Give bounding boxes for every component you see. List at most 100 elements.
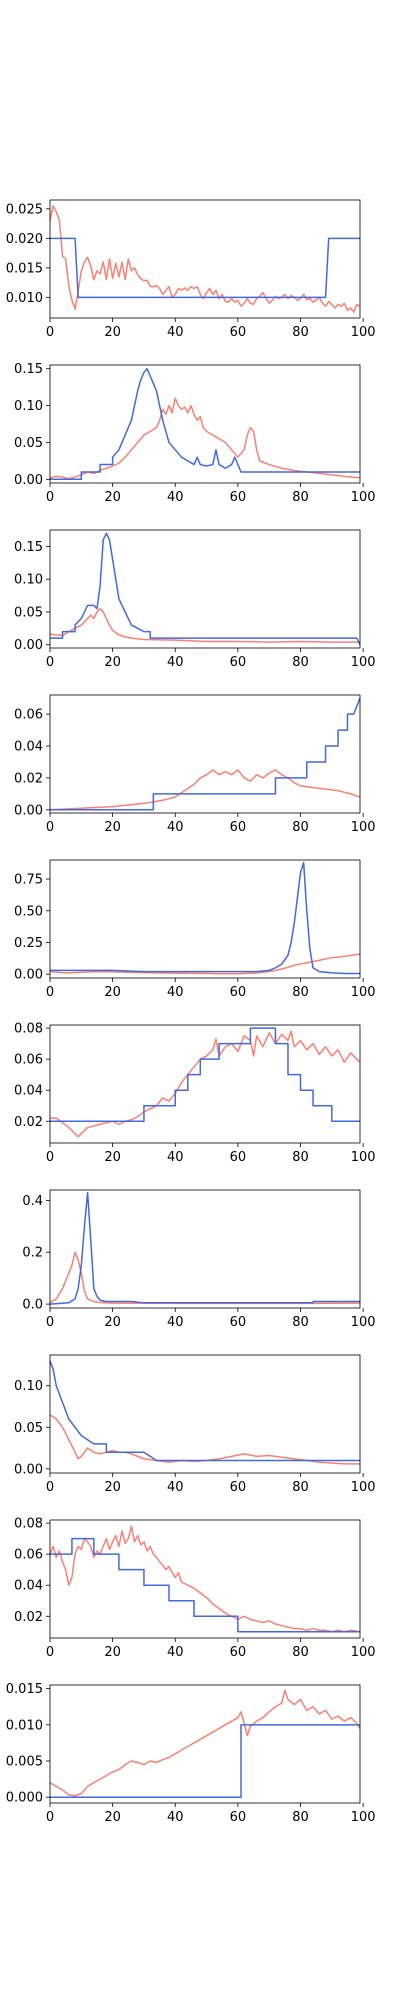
x-tick-label: 80 xyxy=(292,1645,309,1660)
y-tick-label: 0.25 xyxy=(14,936,43,951)
y-tick-label: 0.08 xyxy=(14,1022,43,1037)
x-tick-label: 20 xyxy=(104,325,121,340)
x-tick-label: 100 xyxy=(351,655,376,670)
x-tick-label: 100 xyxy=(351,1150,376,1165)
x-tick-label: 100 xyxy=(351,1315,376,1330)
y-tick-label: 0.04 xyxy=(14,1579,43,1594)
x-tick-label: 20 xyxy=(104,820,121,835)
subplot-10: 0 20 40 60 80 100 0.000 0.005 0.010 0.015 xyxy=(6,1682,376,1825)
y-tick-label: 0.015 xyxy=(6,261,43,276)
y-tick-label: 0.05 xyxy=(14,436,43,451)
y-tick-label: 0.06 xyxy=(14,1053,43,1068)
x-tick-label: 60 xyxy=(230,1480,247,1495)
x-tick-label: 0 xyxy=(46,655,54,670)
x-tick-label: 100 xyxy=(351,1810,376,1825)
y-tick-label: 0.04 xyxy=(14,1084,43,1099)
x-tick-label: 0 xyxy=(46,490,54,505)
x-tick-label: 80 xyxy=(292,655,309,670)
series-line-red xyxy=(49,953,361,975)
series-line-blue xyxy=(50,1027,360,1123)
x-tick-label: 40 xyxy=(167,1150,184,1165)
x-tick-label: 40 xyxy=(167,325,184,340)
axes-frame xyxy=(49,1519,361,1639)
x-tick-label: 80 xyxy=(292,1810,309,1825)
y-tick-label: 0.06 xyxy=(14,1548,43,1563)
series-line-blue xyxy=(50,532,361,646)
x-tick-label: 40 xyxy=(167,1810,184,1825)
x-tick-label: 60 xyxy=(230,1150,247,1165)
y-tick-label: 0.4 xyxy=(22,1194,43,1209)
x-tick-label: 40 xyxy=(167,985,184,1000)
x-tick-label: 100 xyxy=(351,820,376,835)
axes-frame xyxy=(49,859,361,979)
y-tick-label: 0.02 xyxy=(14,1115,43,1130)
x-tick-label: 60 xyxy=(230,325,247,340)
y-tick-label: 0.15 xyxy=(14,362,43,377)
y-tick-label: 0.50 xyxy=(14,904,43,919)
y-tick-label: 0.15 xyxy=(14,540,43,555)
y-tick-label: 0.10 xyxy=(14,399,43,414)
series-line-red xyxy=(49,607,360,643)
series-line-red xyxy=(49,1689,361,1797)
axes-frame xyxy=(49,199,361,319)
series-line-red xyxy=(49,1525,361,1633)
x-tick-label: 20 xyxy=(104,655,121,670)
axes-frame xyxy=(49,1189,361,1309)
axes-frame xyxy=(49,529,361,649)
subplot-1: 0 20 40 60 80 100 0.010 0.015 0.020 0.025 xyxy=(6,199,376,340)
x-tick-label: 20 xyxy=(104,985,121,1000)
x-tick-label: 20 xyxy=(104,1480,121,1495)
x-tick-label: 20 xyxy=(104,1645,121,1660)
subplot-7: 0 20 40 60 80 100 0.0 0.2 0.4 xyxy=(22,1189,376,1330)
y-tick-label: 0.00 xyxy=(14,638,43,653)
x-tick-label: 60 xyxy=(230,490,247,505)
x-tick-label: 100 xyxy=(351,1480,376,1495)
x-tick-label: 60 xyxy=(230,655,247,670)
subplot-9: 0 20 40 60 80 100 0.02 0.04 0.06 0.08 xyxy=(14,1517,375,1660)
y-tick-label: 0.08 xyxy=(14,1517,43,1532)
x-tick-label: 20 xyxy=(104,1150,121,1165)
x-tick-label: 80 xyxy=(292,325,309,340)
x-tick-label: 60 xyxy=(230,820,247,835)
x-tick-label: 0 xyxy=(46,1480,54,1495)
subplot-5: 0 20 40 60 80 100 0.00 0.25 0.50 0.75 xyxy=(14,859,376,1000)
y-tick-label: 0.025 xyxy=(6,202,43,217)
axes-frame xyxy=(49,1024,361,1144)
axes-frame xyxy=(49,364,361,484)
x-tick-label: 0 xyxy=(46,325,54,340)
x-tick-label: 40 xyxy=(167,1645,184,1660)
x-tick-label: 80 xyxy=(292,1315,309,1330)
series-line-blue xyxy=(49,1360,360,1462)
x-tick-label: 80 xyxy=(292,820,309,835)
x-tick-label: 20 xyxy=(104,1810,121,1825)
y-tick-label: 0.010 xyxy=(6,1718,43,1733)
x-tick-label: 80 xyxy=(292,1150,309,1165)
y-tick-label: 0.00 xyxy=(14,1462,43,1477)
series-line-blue xyxy=(49,1191,360,1305)
x-tick-label: 100 xyxy=(351,985,376,1000)
series-line-blue xyxy=(50,1537,360,1633)
y-tick-label: 0.04 xyxy=(14,740,43,755)
y-tick-label: 0.2 xyxy=(22,1246,43,1261)
series-line-blue xyxy=(50,861,360,975)
subplot-6: 0 20 40 60 80 100 0.02 0.04 0.06 0.08 xyxy=(14,1022,375,1165)
subplot-3: 0 20 40 60 80 100 0.00 0.05 0.10 0.15 xyxy=(14,529,376,670)
y-tick-label: 0.05 xyxy=(14,605,43,620)
y-tick-label: 0.0 xyxy=(22,1298,43,1313)
subplot-4: 0 20 40 60 80 100 0.00 0.02 0.04 0.06 xyxy=(14,694,376,835)
y-tick-label: 0.75 xyxy=(14,873,43,888)
x-tick-label: 80 xyxy=(292,985,309,1000)
series-line-blue xyxy=(50,697,361,811)
series-line-blue xyxy=(50,1724,360,1798)
series-line-blue xyxy=(50,237,360,299)
x-tick-label: 60 xyxy=(230,1810,247,1825)
axes-frame xyxy=(49,1684,361,1804)
x-tick-label: 80 xyxy=(292,1480,309,1495)
x-tick-label: 0 xyxy=(46,820,54,835)
y-tick-label: 0.10 xyxy=(14,573,43,588)
x-tick-label: 100 xyxy=(351,490,376,505)
x-tick-label: 40 xyxy=(167,490,184,505)
x-tick-label: 40 xyxy=(167,1480,184,1495)
x-tick-label: 40 xyxy=(167,1315,184,1330)
